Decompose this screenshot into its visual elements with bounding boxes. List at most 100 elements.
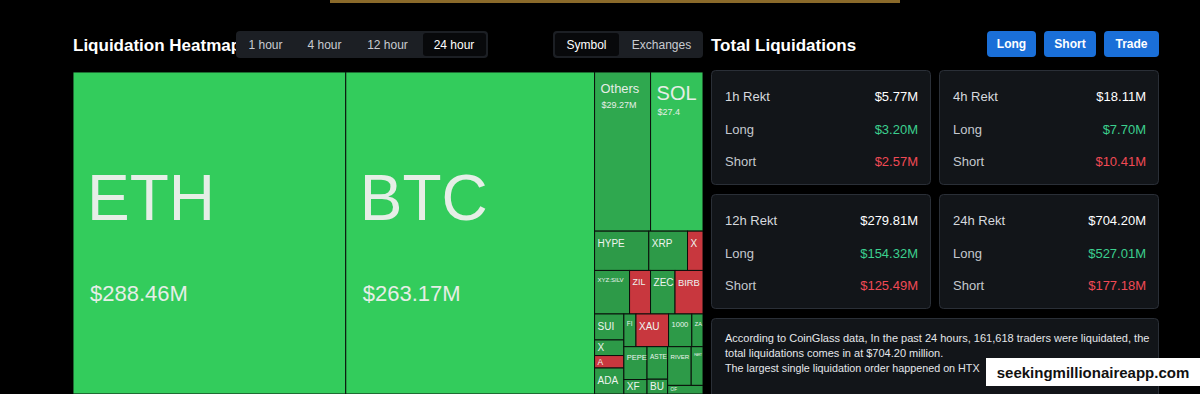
row-value: $10.41M xyxy=(1095,154,1146,169)
card-title: 4h Rekt xyxy=(953,89,998,104)
cell-value: $288.46M xyxy=(90,281,188,306)
card-title: 1h Rekt xyxy=(725,89,770,104)
treemap-cell[interactable] xyxy=(624,380,647,394)
treemap-cell[interactable] xyxy=(668,385,703,394)
treemap-cells xyxy=(73,72,703,394)
tab-active-bg[interactable] xyxy=(423,33,486,56)
cell-name: ASTE xyxy=(650,353,668,360)
row-label: Short xyxy=(725,154,756,169)
time-tab[interactable]: 1 hour xyxy=(248,38,282,52)
cell-name: XYZ:SILV xyxy=(598,277,624,283)
view-tab[interactable]: Symbol xyxy=(566,38,606,52)
panel-title: Total Liquidations xyxy=(711,36,856,55)
row-value: $2.57M xyxy=(875,154,918,169)
treemap-cell[interactable] xyxy=(651,270,675,314)
row-value: $177.18M xyxy=(1088,278,1146,293)
cell-name: SOL xyxy=(657,82,697,104)
cell-name: RIVER xyxy=(671,353,690,360)
treemap-cell[interactable] xyxy=(630,270,651,314)
view-tabs: Symbol Exchanges xyxy=(553,31,703,58)
treemap-cell[interactable] xyxy=(595,368,624,394)
button-label[interactable]: Trade xyxy=(1115,37,1147,51)
heatmap-title: Liquidation Heatmap xyxy=(73,36,241,55)
stat-card: 12h Rekt$279.81MLong$154.32MShort$125.49… xyxy=(712,195,931,309)
cell-name: A xyxy=(598,357,604,367)
treemap-cell[interactable] xyxy=(73,72,346,394)
treemap-cell[interactable] xyxy=(692,314,703,347)
cell-name: BU xyxy=(650,381,664,392)
card-background xyxy=(940,195,1159,309)
cell-name: SUI xyxy=(598,321,615,332)
treemap-cell[interactable] xyxy=(595,231,649,270)
treemap-cell[interactable] xyxy=(636,314,669,347)
time-tab[interactable]: 12 hour xyxy=(367,38,408,52)
card-title: 12h Rekt xyxy=(725,213,777,228)
watermark: seekingmillionaireapp.com xyxy=(986,358,1200,386)
cell-name: BIRB xyxy=(678,278,700,288)
row-label: Long xyxy=(953,246,982,261)
row-label: Short xyxy=(953,154,984,169)
stat-card: 1h Rekt$5.77MLong$3.20MShort$2.57M xyxy=(712,71,931,185)
cell-name: X xyxy=(691,238,698,249)
row-label: Short xyxy=(725,278,756,293)
treemap-cell[interactable] xyxy=(595,72,651,231)
cell-name: ADA xyxy=(598,375,619,386)
row-label: Long xyxy=(953,122,982,137)
treemap-cell[interactable] xyxy=(595,270,630,314)
card-title: 24h Rekt xyxy=(953,213,1005,228)
button[interactable] xyxy=(987,31,1036,57)
cell-name: ZEC xyxy=(654,277,674,288)
time-tab[interactable]: 24 hour xyxy=(434,38,475,52)
treemap-cell[interactable] xyxy=(647,347,668,380)
card-background xyxy=(712,195,931,309)
treemap-cell[interactable] xyxy=(688,231,703,270)
button-label[interactable]: Long xyxy=(997,37,1026,51)
row-value: $154.32M xyxy=(860,246,918,261)
button[interactable] xyxy=(1044,31,1096,57)
banner-edge xyxy=(330,0,900,3)
tab-bar xyxy=(236,31,488,58)
cell-value: $27.4 xyxy=(658,107,681,117)
treemap-cell[interactable] xyxy=(647,379,668,394)
treemap-cell[interactable] xyxy=(649,231,688,270)
treemap-cell[interactable] xyxy=(668,347,692,386)
view-tab[interactable]: Exchanges xyxy=(632,38,691,52)
page: Liquidation Heatmap 1 hour 4 hour 12 hour 24… xyxy=(0,0,1200,394)
treemap-cell[interactable] xyxy=(624,314,636,347)
treemap-labels: ETH$288.46MBTC$263.17MOthers$29.27MSOL$2… xyxy=(87,81,702,392)
cell-name: ZIL xyxy=(633,277,646,287)
button[interactable] xyxy=(1104,31,1159,57)
note-line: The largest single liquidation order hap… xyxy=(725,362,980,374)
cell-name: BTC xyxy=(360,162,488,234)
cell-name: PEPE xyxy=(627,353,647,362)
stat-card: 4h Rekt$18.11MLong$7.70MShort$10.41M xyxy=(940,71,1159,185)
treemap-cell[interactable] xyxy=(669,314,692,347)
treemap-cell[interactable] xyxy=(675,270,703,314)
row-label: Short xyxy=(953,278,984,293)
row-value: $3.20M xyxy=(875,122,918,137)
card-background xyxy=(712,71,931,185)
cell-name: XF xyxy=(627,381,640,392)
treemap-cell[interactable] xyxy=(691,347,703,386)
cell-name: XRP xyxy=(652,238,673,249)
treemap-cell[interactable] xyxy=(346,72,595,394)
watermark-text: seekingmillionaireapp.com xyxy=(997,364,1190,381)
cell-name: FI xyxy=(627,320,633,327)
row-label: Long xyxy=(725,122,754,137)
note-line: According to CoinGlass data, In the past… xyxy=(725,332,1149,344)
treemap-cell[interactable] xyxy=(595,314,624,340)
time-tab[interactable]: 4 hour xyxy=(307,38,341,52)
cell-name: ETH xyxy=(87,162,215,234)
treemap-cell[interactable] xyxy=(651,72,703,231)
treemap-cell[interactable] xyxy=(595,340,624,356)
button-label[interactable]: Short xyxy=(1054,37,1085,51)
row-label: Long xyxy=(725,246,754,261)
cell-name: OF xyxy=(671,387,678,392)
cell-name: Others xyxy=(601,81,640,96)
cell-value: $29.27M xyxy=(602,100,637,110)
card-background xyxy=(940,71,1159,185)
treemap-cell[interactable] xyxy=(624,347,647,380)
time-tabs: 1 hour 4 hour 12 hour 24 hour xyxy=(236,31,488,58)
tab-active-bg[interactable] xyxy=(555,33,619,56)
treemap-cell[interactable] xyxy=(595,356,624,368)
